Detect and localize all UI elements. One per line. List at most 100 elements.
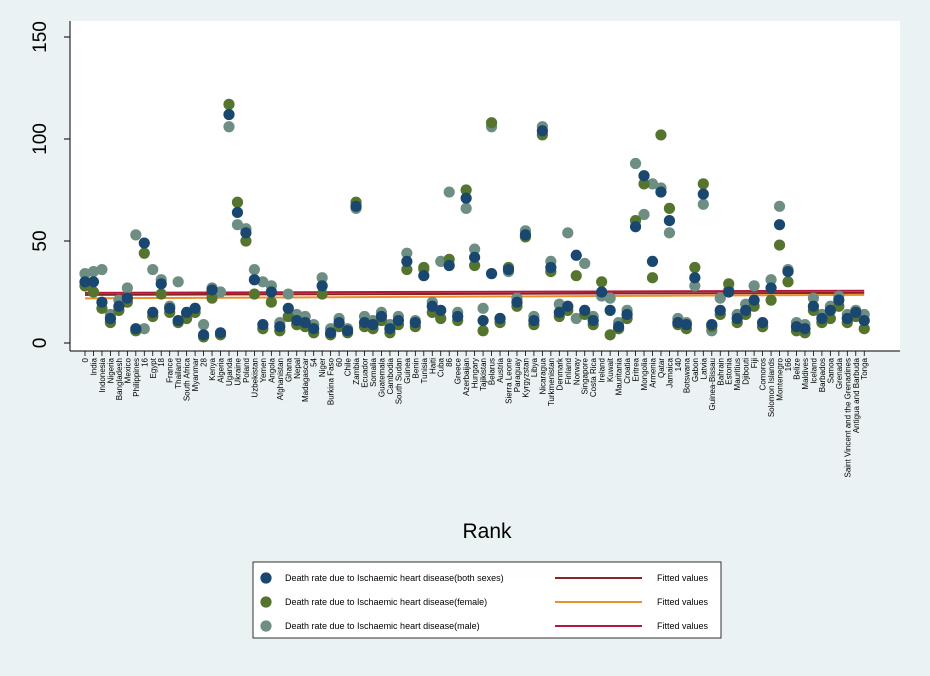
data-point [570, 249, 582, 261]
data-point [367, 319, 379, 331]
data-point [833, 294, 845, 306]
x-tick-label: Ghana [284, 357, 293, 382]
data-point [646, 255, 659, 267]
x-tick-label: Mauritius [733, 358, 742, 390]
x-tick-label: Niger [318, 358, 327, 377]
data-point [274, 321, 286, 333]
data-point [858, 323, 870, 335]
data-point [316, 272, 328, 284]
data-point [646, 272, 659, 284]
x-tick-label: Angola [267, 357, 276, 382]
x-tick-label: Hungary [471, 358, 480, 388]
data-point [553, 306, 565, 318]
data-point [638, 208, 650, 221]
x-tick-label: Denmark [555, 357, 564, 390]
legend-label: Fitted values [657, 597, 709, 607]
data-point [511, 296, 523, 308]
data-point [757, 317, 769, 329]
x-tick-label: Finland [564, 358, 573, 384]
x-tick-label: Mauritania [615, 357, 624, 395]
data-point [392, 314, 404, 327]
x-tick-label: Philippines [132, 358, 141, 397]
x-tick-label: 18 [157, 357, 166, 366]
data-point [485, 117, 498, 129]
x-tick-label: Austria [496, 357, 505, 382]
data-point [460, 202, 472, 214]
series-points [79, 108, 870, 341]
data-point [189, 302, 201, 314]
data-point [214, 327, 227, 339]
data-point [401, 255, 413, 267]
x-tick-label: Paraguay [513, 358, 522, 392]
x-tick-label: Eritrea [632, 357, 641, 381]
data-point [545, 261, 557, 274]
x-tick-label: Iceland [809, 358, 818, 384]
data-point [460, 192, 472, 204]
x-tick-label: Afghanistan [276, 358, 285, 400]
x-tick-label: Thailand [174, 358, 183, 389]
legend-label: Death rate due to Ischaemic heart diseas… [285, 597, 487, 607]
data-point [477, 325, 489, 337]
x-tick-label: Nepal [293, 358, 302, 379]
data-point [418, 270, 430, 282]
data-point [248, 263, 260, 276]
data-point [841, 312, 853, 325]
data-point [401, 247, 413, 259]
data-point [790, 321, 803, 333]
x-tick-label: Cambodia [386, 357, 395, 394]
data-point [79, 268, 91, 280]
data-point [172, 276, 184, 288]
x-tick-label: Mexico [123, 357, 132, 383]
data-point [638, 178, 650, 190]
x-tick-label: Maldives [801, 358, 810, 390]
x-tick-label: Singapore [581, 357, 590, 394]
x-tick-label: Cuba [437, 357, 446, 377]
data-point [477, 314, 489, 327]
data-point [519, 229, 532, 241]
data-point [138, 237, 150, 249]
x-tick-label: Guinea-Bissau [708, 358, 717, 410]
data-point [536, 125, 548, 137]
data-point [206, 284, 218, 296]
legend-label: Death rate due to Ischaemic heart diseas… [285, 621, 480, 631]
data-point [587, 314, 599, 327]
data-point [604, 304, 616, 316]
data-points [79, 98, 870, 343]
x-tick-label: Zambia [352, 357, 361, 384]
data-point [299, 317, 311, 329]
data-point [282, 302, 294, 314]
data-point [773, 239, 786, 251]
data-point [697, 198, 709, 210]
x-tick-label: Belarus [488, 358, 497, 385]
data-point [155, 288, 167, 300]
x-tick-label: Ukraine [233, 357, 242, 385]
x-tick-label: 28 [200, 357, 209, 366]
data-point [435, 304, 447, 316]
x-tick-label: Myanmar [191, 358, 200, 392]
x-tick-label: Nigeria [106, 357, 115, 383]
x-tick-label: France [166, 357, 175, 382]
data-point [435, 312, 447, 325]
x-tick-label: Greece [454, 357, 463, 384]
x-tick-label: Kyrgyzstan [521, 358, 530, 398]
x-axis-title: Rank [462, 520, 512, 543]
data-point [723, 286, 735, 298]
data-point [689, 280, 701, 292]
data-point [164, 302, 176, 314]
data-point [223, 108, 235, 121]
data-point [87, 276, 100, 288]
data-point [740, 304, 752, 316]
x-tick-label: Guatemala [377, 357, 386, 397]
data-point [528, 314, 540, 327]
data-point [494, 312, 506, 325]
x-tick-label: Tunisia [420, 357, 429, 383]
x-tick-label: Ecuador [361, 358, 370, 388]
x-tick-label: 54 [310, 357, 319, 366]
data-point [579, 304, 591, 316]
data-point [121, 292, 133, 304]
x-tick-label: Belize [792, 357, 801, 379]
data-point [138, 323, 150, 335]
data-point [697, 178, 709, 190]
data-point [443, 186, 455, 198]
